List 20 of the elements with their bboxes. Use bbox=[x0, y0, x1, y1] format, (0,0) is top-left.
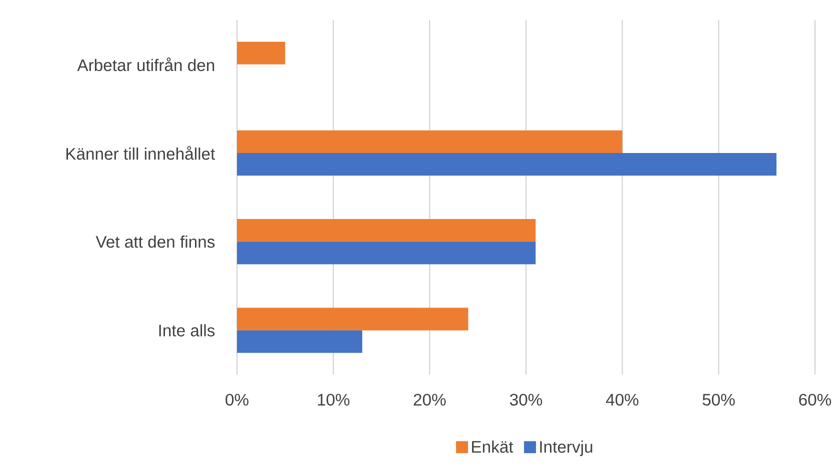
bar bbox=[237, 308, 468, 330]
x-tick-label: 10% bbox=[318, 394, 350, 406]
x-tick-label: 20% bbox=[414, 394, 446, 406]
legend-label: Enkät bbox=[472, 440, 514, 453]
bar bbox=[237, 42, 286, 64]
y-tick-label: Vet att den finns bbox=[96, 236, 215, 248]
legend-label: Intervju bbox=[540, 440, 592, 456]
bar bbox=[237, 330, 362, 353]
y-tick-label: Känner till innehållet bbox=[66, 146, 216, 160]
x-tick-label: 0% bbox=[226, 394, 248, 406]
bar bbox=[237, 152, 776, 176]
bar bbox=[237, 130, 622, 153]
bar bbox=[237, 242, 536, 264]
x-tick-label: 40% bbox=[606, 394, 638, 406]
y-tick-label: Arbetar utifrån den bbox=[77, 58, 214, 72]
x-tick-label: 60% bbox=[799, 394, 832, 406]
y-tick-label: Inte alls bbox=[159, 324, 215, 336]
x-tick-label: 50% bbox=[702, 394, 735, 406]
bar bbox=[237, 219, 536, 242]
x-tick-label: 30% bbox=[510, 394, 542, 406]
